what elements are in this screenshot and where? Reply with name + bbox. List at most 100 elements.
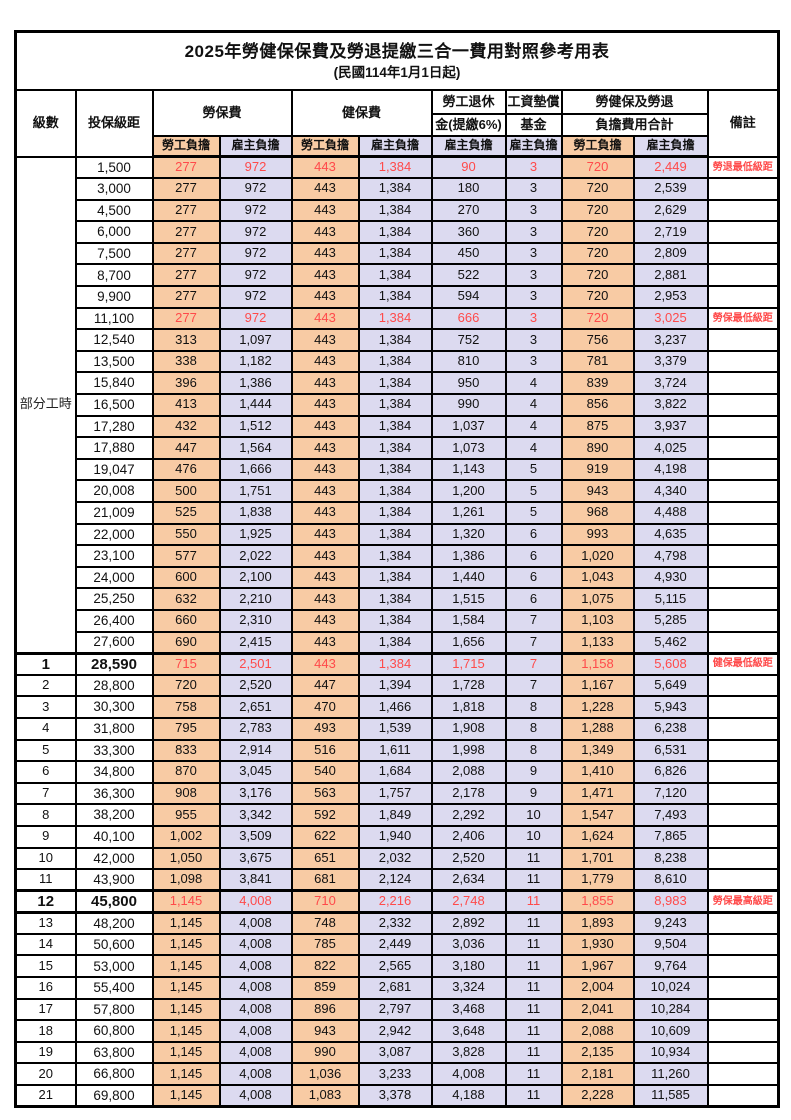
pension-employer-cell: 522 [430,263,507,288]
labor-employer-cell: 1,564 [218,436,293,460]
health-employer-cell: 1,384 [357,608,433,633]
total-employer-cell: 2,449 [632,155,709,180]
total-employee-cell: 720 [560,241,635,266]
header-row-3: 勞工負擔 雇主負擔 勞工負擔 雇主負擔 雇主負擔 雇主負擔 勞工負擔 雇主負擔 [16,135,779,158]
table-row: 6 34,800 870 3,045 540 1,684 2,088 9 1,410 6,826 [14,760,780,784]
level-cell: 19 [14,1040,77,1065]
labor-employee-cell: 277 [151,220,221,244]
table-row: 24,000 600 2,100 443 1,384 1,440 6 1,043 4,930 [16,565,780,590]
table-row: 20,008 500 1,751 443 1,384 1,200 5 943 4,340 [16,479,780,503]
table-row: 20 66,800 1,145 4,008 1,036 3,233 4,008 11 2,181… [14,1062,780,1087]
table-row: 3,000 277 972 443 1,384 180 3 720 2,539 [16,177,780,201]
total-employee-cell: 1,103 [560,608,635,633]
table-row: 18 60,800 1,145 4,008 943 2,942 3,648 11 2,088 10… [14,1019,780,1043]
pension-employer-cell: 1,728 [430,673,507,698]
total-employer-cell: 3,237 [632,328,709,352]
health-employee-cell: 443 [290,155,360,180]
fund-employer-cell: 3 [504,285,563,309]
total-employee-cell: 1,167 [560,673,635,698]
remark-cell [706,1084,780,1108]
labor-employer-cell: 2,914 [218,738,293,763]
header-level: 級數 [14,89,77,158]
subheader-health-employee: 勞工負擔 [290,135,360,158]
total-employee-cell: 1,075 [560,587,635,611]
total-employer-cell: 11,585 [632,1084,709,1108]
remark-cell [706,349,780,374]
total-employer-cell: 3,937 [632,414,709,439]
bracket-cell: 31,800 [74,716,154,741]
total-employee-cell: 919 [560,457,635,482]
level-cell: 5 [14,738,77,763]
labor-employer-cell: 1,666 [218,457,293,482]
total-employer-cell: 7,120 [632,781,709,806]
remark-cell [706,544,780,568]
header-total-line1: 勞健保及勞退 [560,89,709,115]
labor-employee-cell: 870 [151,760,221,784]
total-employee-cell: 1,228 [560,695,635,719]
table-row: 16,500 413 1,444 443 1,384 990 4 856 3,822 [16,393,780,417]
labor-employer-cell: 2,415 [218,630,293,655]
pension-employer-cell: 2,634 [430,868,507,892]
level-cell: 13 [14,911,77,935]
labor-employer-cell: 972 [218,177,293,201]
page-subtitle: (民國114年1月1日起) [333,64,461,80]
table-row: 19 63,800 1,145 4,008 990 3,087 3,828 11 2,135 10… [14,1040,780,1065]
total-employee-cell: 1,855 [560,889,635,914]
health-employee-cell: 443 [290,436,360,460]
health-employer-cell: 1,384 [357,544,433,568]
bracket-cell: 13,500 [74,349,154,374]
health-employer-cell: 2,124 [357,868,433,892]
table-row: 9 40,100 1,002 3,509 622 1,940 2,406 10 1,624 7,8… [14,824,780,849]
labor-employer-cell: 972 [218,155,293,180]
bracket-cell: 11,100 [74,306,154,331]
pension-employer-cell: 1,261 [430,501,507,525]
labor-employee-cell: 1,050 [151,846,221,871]
health-employee-cell: 443 [290,608,360,633]
health-employee-cell: 470 [290,695,360,719]
remark-cell [706,976,780,1000]
table-row: 22,000 550 1,925 443 1,384 1,320 6 993 4,635 [16,522,780,547]
labor-employer-cell: 4,008 [218,932,293,957]
total-employee-cell: 720 [560,177,635,201]
total-employee-cell: 720 [560,220,635,244]
remark-cell [706,954,780,979]
table-row: 23,100 577 2,022 443 1,384 1,386 6 1,020 4,798 [16,544,780,568]
header-bracket: 投保級距 [74,89,154,158]
labor-employer-cell: 972 [218,220,293,244]
bracket-cell: 43,900 [74,868,154,892]
pension-employer-cell: 1,143 [430,457,507,482]
labor-employer-cell: 1,386 [218,371,293,396]
labor-employee-cell: 447 [151,436,221,460]
health-employee-cell: 443 [290,285,360,309]
health-employer-cell: 1,384 [357,651,433,676]
level-cell: 12 [14,889,77,914]
labor-employee-cell: 1,145 [151,911,221,935]
health-employer-cell: 2,449 [357,932,433,957]
pension-employer-cell: 1,998 [430,738,507,763]
labor-employer-cell: 3,176 [218,781,293,806]
total-employee-cell: 1,043 [560,565,635,590]
fund-employer-cell: 7 [504,651,563,676]
remark-cell [706,479,780,503]
labor-employer-cell: 1,097 [218,328,293,352]
health-employer-cell: 2,032 [357,846,433,871]
labor-employer-cell: 4,008 [218,1019,293,1043]
bracket-cell: 40,100 [74,824,154,849]
fund-employer-cell: 11 [504,846,563,871]
fund-employer-cell: 5 [504,479,563,503]
labor-employee-cell: 277 [151,198,221,223]
total-employee-cell: 781 [560,349,635,374]
subheader-pension-employer: 雇主負擔 [430,135,507,158]
title-row: 2025年勞健保保費及勞退提繳三合一費用對照參考用表 (民國114年1月1日起) [14,30,780,91]
remark-cell [706,220,780,244]
labor-employer-cell: 2,501 [218,651,293,676]
remark-cell [706,436,780,460]
table-row: 19,047 476 1,666 443 1,384 1,143 5 919 4,198 [16,457,780,482]
labor-employee-cell: 277 [151,263,221,288]
total-employer-cell: 2,809 [632,241,709,266]
bracket-cell: 1,500 [74,155,154,180]
fee-comparison-table: 2025年勞健保保費及勞退提繳三合一費用對照參考用表 (民國114年1月1日起)… [14,30,781,1109]
labor-employee-cell: 660 [151,608,221,633]
labor-employee-cell: 720 [151,673,221,698]
health-employee-cell: 443 [290,479,360,503]
